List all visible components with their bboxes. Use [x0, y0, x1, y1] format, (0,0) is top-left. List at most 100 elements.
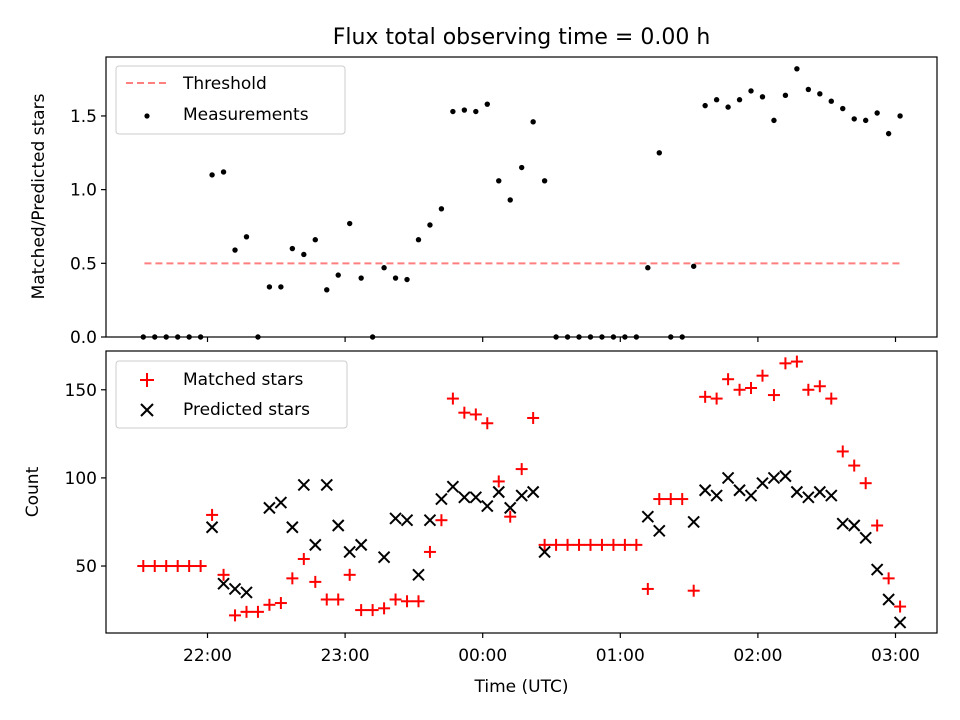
predicted-point: [263, 501, 276, 515]
predicted-point: [412, 568, 425, 582]
measurement-point: [690, 263, 697, 269]
matched-point: [836, 445, 849, 458]
xtick-label: 03:00: [871, 646, 920, 666]
matched-point: [871, 519, 884, 532]
matched-point: [538, 538, 551, 551]
matched-point: [813, 380, 826, 393]
predicted-point: [377, 551, 391, 564]
measurement-point: [358, 275, 364, 281]
matched-point: [561, 538, 574, 551]
matched-point: [343, 568, 356, 581]
bottom-legend-box: [115, 360, 348, 429]
top-axes-frame: [105, 56, 938, 338]
matched-point: [653, 493, 666, 506]
measurement-point: [289, 245, 296, 252]
predicted-point: [859, 531, 872, 545]
matched-point: [859, 477, 872, 490]
measurement-point: [278, 284, 284, 290]
measurement-point: [828, 98, 834, 104]
matched-point: [309, 575, 322, 588]
predicted-point: [400, 513, 414, 527]
predicted-point: [320, 478, 333, 492]
matched-point: [217, 568, 230, 581]
predicted-point: [733, 484, 746, 497]
matched-legend-label: Matched stars: [183, 370, 303, 390]
measurement-point: [771, 117, 777, 124]
matched-point: [401, 595, 414, 608]
measurement-point: [782, 92, 789, 99]
matched-point: [504, 510, 517, 523]
matched-point: [378, 602, 391, 615]
matched-point: [469, 408, 482, 421]
measurement-point: [736, 97, 743, 103]
matched-point: [194, 560, 207, 573]
matched-point: [618, 538, 631, 551]
matched-point: [229, 609, 242, 622]
count-panel: Count 50 100 150 22:00 23:00 00:00 01:00 02:00…: [23, 350, 938, 666]
matched-point: [802, 383, 815, 396]
threshold-legend-label: Threshold: [182, 74, 267, 94]
matched-point: [595, 538, 608, 551]
measurement-point: [874, 110, 880, 116]
matched-point: [756, 369, 769, 382]
measurement-point: [748, 88, 754, 94]
predicted-point: [825, 489, 838, 502]
predicted-point: [332, 519, 345, 532]
matched-point: [423, 545, 436, 558]
predicted-point: [354, 538, 368, 552]
matched-point: [664, 493, 677, 506]
matched-point: [446, 392, 459, 405]
bottom-ytick-label: 50: [75, 557, 97, 577]
measurement-point: [220, 169, 227, 175]
matched-point: [435, 514, 448, 527]
measurement-point: [817, 91, 823, 97]
matched-point: [160, 560, 173, 573]
predicted-point: [538, 545, 551, 559]
matched-point: [206, 508, 219, 521]
chart-title: Flux total observing time = 0.00 h: [333, 25, 711, 50]
measurement-point: [496, 178, 502, 184]
measurement-point: [862, 117, 869, 124]
matched-point: [263, 598, 276, 611]
measurement-point: [427, 222, 433, 228]
predicted-point: [756, 476, 769, 490]
predicted-point: [205, 521, 219, 534]
matched-point: [297, 552, 310, 565]
predicted-point: [274, 496, 288, 509]
predicted-point: [721, 471, 735, 485]
measurement-point: [232, 247, 238, 253]
xtick-label: 22:00: [183, 646, 232, 666]
top-ytick-label: 1.0: [70, 181, 97, 201]
top-ytick-label: 0.5: [70, 254, 97, 274]
matched-point: [240, 605, 253, 618]
predicted-point: [893, 616, 907, 629]
measurement-point: [346, 220, 353, 227]
matched-point: [251, 605, 264, 618]
top-legend: Threshold Measurements: [115, 65, 346, 135]
predicted-point: [779, 469, 792, 483]
matched-point: [790, 355, 803, 368]
predicted-point: [744, 489, 758, 502]
measurement-point: [243, 234, 250, 240]
bottom-axes-frame: [105, 350, 938, 634]
measurement-point: [897, 113, 903, 119]
predicted-point: [389, 512, 402, 525]
predicted-legend-label: Predicted stars: [183, 400, 310, 420]
bottom-legend: Matched stars Predicted stars: [115, 360, 348, 429]
predicted-point: [343, 545, 356, 559]
xtick-label: 02:00: [733, 646, 782, 666]
measurement-point: [794, 66, 800, 72]
matched-legend-swatch: [140, 373, 154, 387]
matched-point: [412, 595, 425, 608]
matched-point: [779, 357, 792, 370]
predicted-point: [767, 471, 781, 485]
measurement-point: [324, 287, 330, 293]
xtick-label: 00:00: [458, 646, 507, 666]
measurement-point: [645, 265, 651, 271]
measurement-point: [725, 104, 731, 110]
measurement-point: [541, 178, 548, 184]
measurement-point: [209, 172, 215, 178]
matched-point: [767, 389, 780, 402]
matched-point: [389, 593, 402, 606]
measurement-point: [851, 116, 857, 122]
